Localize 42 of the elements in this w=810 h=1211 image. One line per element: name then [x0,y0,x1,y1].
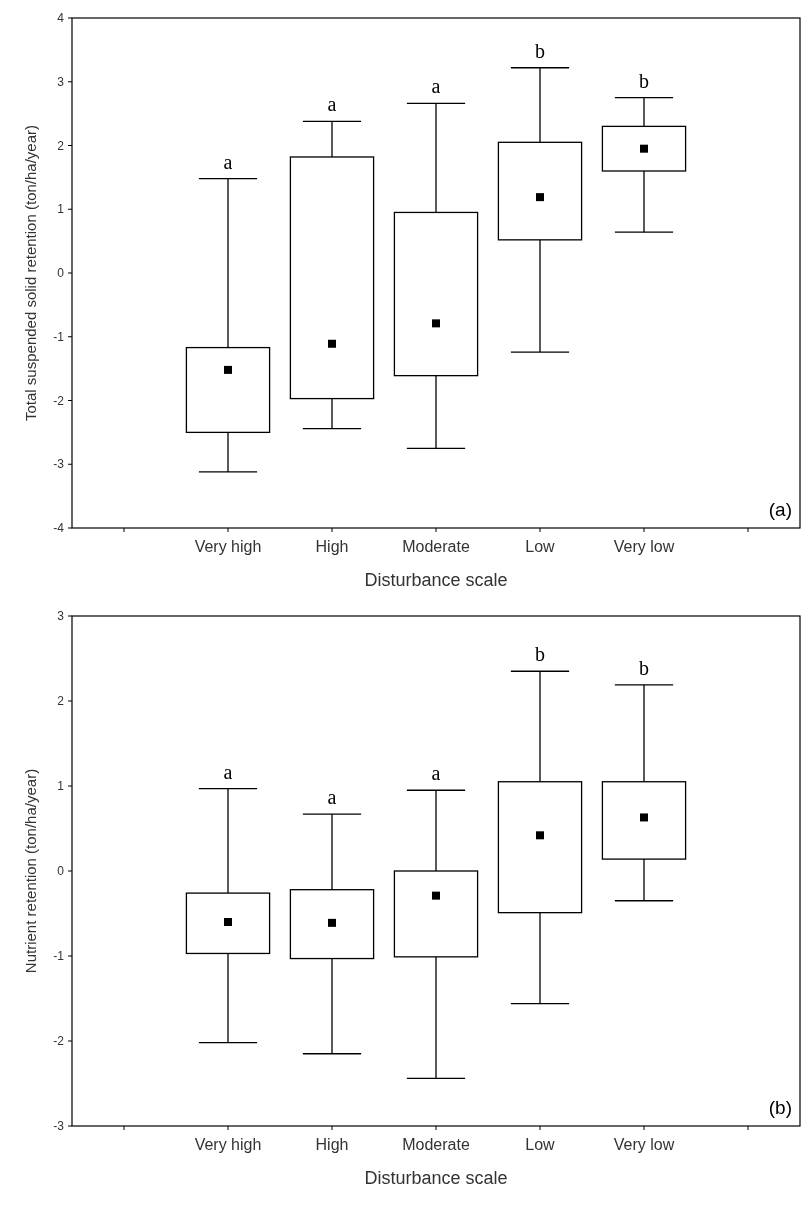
x-tick-label: Low [525,1136,556,1153]
annotation: b [535,39,545,62]
y-tick-label: 2 [57,694,65,709]
annotation: b [639,69,649,92]
x-tick-label: Very low [613,1136,675,1153]
x-axis-title: Disturbance scale [364,570,508,590]
y-tick-label: 0 [57,864,65,879]
x-tick-label: Very high [194,1136,262,1153]
annotation: (b) [768,1097,792,1118]
annotation: a [327,93,337,116]
annotation: a [223,760,233,783]
annotation: a [431,762,441,785]
annotation: b [535,643,545,666]
y-tick-label: -1 [53,329,65,344]
y-tick-label: 3 [57,74,65,89]
annotation: a [327,786,337,809]
x-tick-label: Moderate [402,538,470,555]
annotation: b [639,656,649,679]
x-tick-label: Very high [194,538,262,555]
y-tick-label: -2 [53,393,65,408]
y-tick-label: -4 [53,521,65,536]
x-tick-label: Moderate [402,1136,470,1153]
y-axis-title: Total suspended solid retention (ton/ha/year) [22,124,39,422]
y-tick-label: 1 [57,779,65,794]
x-tick-label: Low [525,538,556,555]
annotation: (a) [768,499,792,520]
y-tick-label: -3 [53,1119,65,1134]
y-tick-label: -2 [53,1034,65,1049]
annotation: a [223,150,233,173]
y-tick-label: -3 [53,457,65,472]
annotation: a [431,75,441,98]
y-axis-title: Nutrient retention (ton/ha/year) [22,768,39,974]
y-tick-label: -1 [53,949,65,964]
x-tick-label: High [315,1136,349,1153]
y-tick-label: 1 [57,202,65,217]
y-tick-label: 2 [57,138,65,153]
x-tick-label: Very low [613,538,675,555]
x-axis-title: Disturbance scale [364,1168,508,1188]
x-tick-label: High [315,538,349,555]
y-tick-label: 3 [57,609,65,624]
y-tick-label: 4 [57,11,65,26]
y-tick-label: 0 [57,266,65,281]
